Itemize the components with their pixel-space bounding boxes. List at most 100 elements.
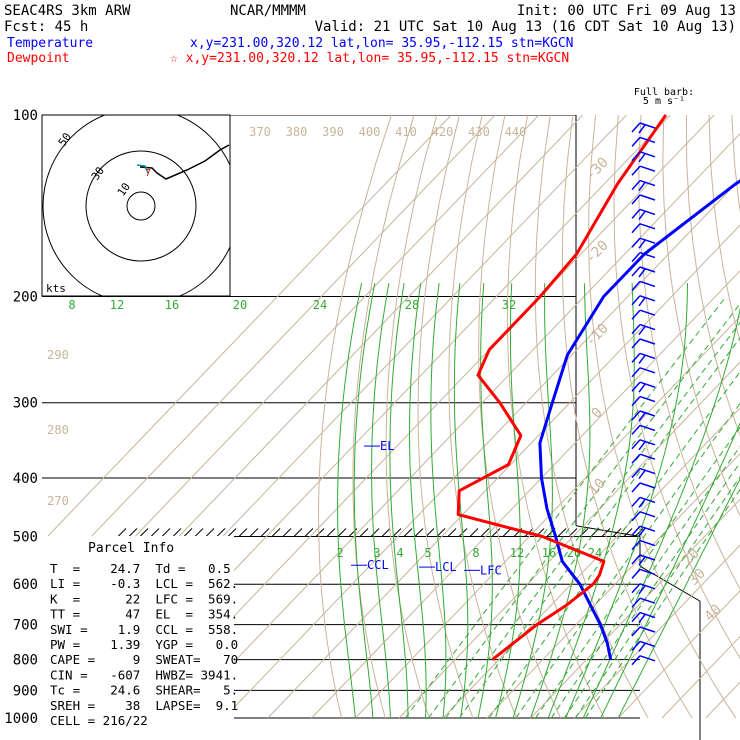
freezing-hatch: [238, 528, 248, 537]
hodograph-trace: [139, 144, 230, 180]
freezing-hatch: [326, 528, 336, 537]
moist-adiabat: [337, 282, 363, 719]
grid-label: 410: [395, 125, 417, 139]
grid-label: -80: [268, 78, 297, 107]
freezing-hatch: [403, 528, 413, 537]
freezing-hatch: [557, 528, 567, 537]
grid-label: 4: [396, 546, 403, 560]
grid-label: 370: [249, 125, 271, 139]
grid-label: -20: [583, 238, 612, 267]
forecast-hour: Fcst: 45 h: [4, 19, 88, 35]
grid-label: -50: [501, 78, 530, 107]
wind-barb: [631, 136, 656, 147]
wind-barb: [631, 568, 656, 579]
parcel-info-row: K = 22 LFC = 569.: [50, 591, 238, 606]
dry-adiabat: [685, 115, 740, 437]
wind-barb: [631, 482, 656, 493]
mixing-ratio-line: [428, 303, 740, 719]
pressure-tick-label: 200: [13, 290, 38, 306]
grid-label: 32: [502, 298, 516, 312]
pressure-tick-label: 400: [13, 471, 38, 487]
parcel-level-label: LCL: [435, 560, 457, 574]
hodograph-ring-label: 50: [56, 130, 74, 148]
grid-label: -60: [423, 78, 452, 107]
hodograph-ring-label: 10: [115, 180, 133, 198]
freezing-hatch: [337, 528, 347, 537]
grid-label: 280: [47, 423, 69, 437]
freezing-hatch: [436, 528, 446, 537]
freezing-hatch: [590, 528, 600, 537]
wind-barb: [631, 439, 656, 451]
freezing-hatch: [612, 528, 622, 537]
wind-barb: [631, 453, 656, 464]
freezing-hatch: [282, 528, 292, 537]
chart-header: SEAC4RS 3km ARW Fcst: 45 h NCAR/MMMM Ini…: [4, 3, 736, 107]
freezing-hatch: [381, 528, 391, 537]
grid-label: 40: [702, 602, 725, 625]
moist-adiabat: [530, 283, 591, 719]
org-label: NCAR/MMMM: [230, 3, 306, 19]
wind-barb: [631, 467, 656, 480]
grid-label: 400: [359, 125, 381, 139]
moist-adiabat: [408, 283, 427, 719]
freezing-hatch: [117, 528, 127, 537]
dry-adiabat: [613, 115, 740, 660]
wind-barb: [631, 122, 656, 134]
freezing-hatch: [205, 528, 215, 537]
moist-adiabat: [512, 283, 553, 719]
parcel-info-row: PW = 1.39 YGP = 0.0: [50, 637, 238, 652]
wind-barb: [631, 640, 656, 652]
wind-barb: [631, 367, 656, 378]
wind-barb: [631, 165, 656, 176]
freezing-hatch: [414, 528, 424, 537]
moist-adiabat: [453, 283, 469, 719]
init-time: Init: 00 UTC Fri 09 Aug 13: [517, 3, 736, 19]
moist-adiabat: [353, 283, 376, 719]
mixing-ratio-line: [515, 402, 740, 719]
freezing-hatch: [491, 528, 501, 537]
pressure-tick-label: 1000: [4, 711, 38, 727]
freezing-hatch: [315, 528, 325, 537]
grid-label: -30: [583, 155, 612, 184]
isotherm-line: [311, 270, 740, 719]
wind-barb: [631, 251, 656, 263]
freezing-hatch: [183, 528, 193, 537]
grid-label: 12: [510, 546, 524, 560]
temperature-trace: [538, 179, 740, 660]
pressure-tick-label: 900: [13, 683, 38, 699]
pressure-tick-label: 100: [13, 108, 38, 124]
freezing-hatch: [348, 528, 358, 537]
moist-adiabat: [582, 307, 740, 719]
grid-label: 24: [313, 298, 327, 312]
grid-label: 20: [233, 298, 247, 312]
wind-barb: [631, 352, 656, 364]
grid-label: 16: [542, 546, 556, 560]
freezing-hatch: [260, 528, 270, 537]
dry-adiabat: [478, 115, 562, 719]
pressure-tick-label: 700: [13, 618, 38, 634]
mixing-ratio-line: [535, 426, 740, 719]
isotherm-line: [355, 315, 740, 719]
grid-label: -70: [345, 78, 374, 107]
mixing-ratio-line: [458, 337, 740, 719]
parcel-level-label: CCL: [367, 558, 389, 572]
dry-adiabat: [708, 115, 740, 343]
grid-label: -40: [578, 78, 607, 107]
grid-label: 430: [468, 125, 490, 139]
parcel-info-row: CAPE = 9 SWEAT= 70: [50, 652, 238, 667]
freezing-hatch: [601, 528, 611, 537]
freezing-hatch: [304, 528, 314, 537]
hodograph: 10 30 50 7 kts: [41, 114, 231, 297]
isotherm-line: [398, 361, 740, 719]
model-label: SEAC4RS 3km ARW: [4, 3, 131, 19]
mixing-ratio-line: [445, 321, 740, 719]
parcel-info-row: CELL = 216/22: [50, 713, 148, 728]
wind-barb: [631, 151, 656, 163]
temperature-info: x,y=231.00,320.12 lat,lon= 35.95,-112.15…: [190, 36, 574, 51]
wind-barb: [631, 496, 656, 508]
dry-adiabat: [417, 115, 474, 719]
freezing-hatch: [623, 528, 633, 537]
grid-label: 12: [110, 298, 124, 312]
grid-label: 8: [472, 546, 479, 560]
